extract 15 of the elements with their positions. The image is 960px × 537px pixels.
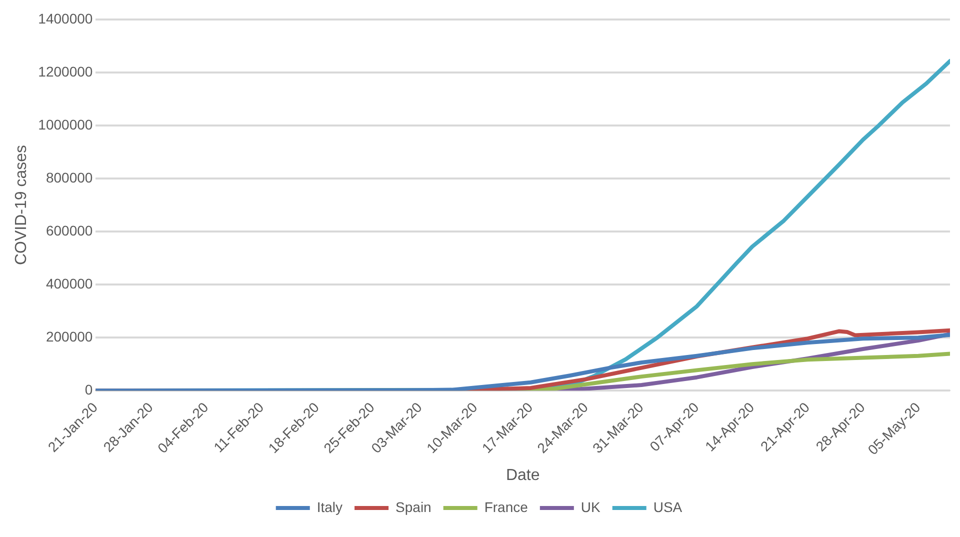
y-tick-label: 200000 (46, 328, 93, 344)
y-tick-label: 1200000 (38, 63, 93, 80)
x-axis-title: Date (506, 466, 540, 484)
y-tick-label: 1400000 (38, 10, 93, 26)
legend-label: Spain (396, 498, 432, 515)
y-axis-title: COVID-19 cases (13, 144, 30, 266)
legend-label: USA (653, 498, 683, 515)
y-tick-label: 800000 (46, 169, 93, 186)
legend-label: UK (580, 498, 602, 515)
legend-label: France (484, 498, 528, 515)
y-tick-label: 600000 (46, 222, 93, 238)
y-tick-label: 0 (84, 381, 93, 398)
y-tick-label: 400000 (46, 275, 93, 292)
legend-label: Italy (316, 498, 343, 515)
y-tick-label: 1000000 (38, 116, 93, 132)
